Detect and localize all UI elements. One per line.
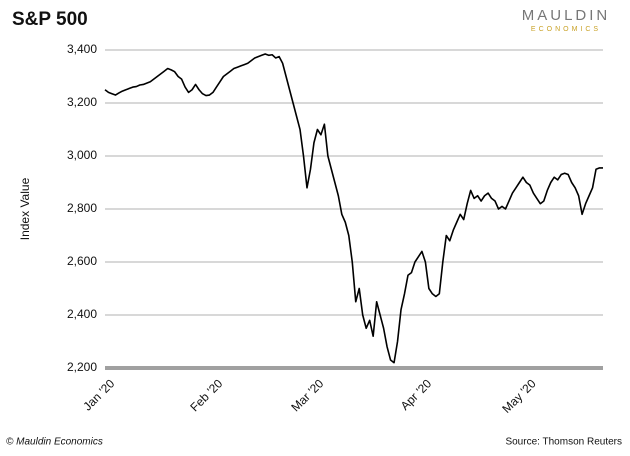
x-tick-label: Feb '20	[187, 376, 225, 414]
y-tick-label: 2,600	[67, 254, 97, 268]
x-tick-label: Apr '20	[398, 376, 435, 413]
y-tick-label: 3,400	[67, 42, 97, 56]
y-tick-label: 2,400	[67, 307, 97, 321]
x-tick-label: Jan '20	[80, 376, 117, 413]
logo-name: MAULDIN	[522, 7, 611, 24]
y-axis-label: Index Value	[18, 177, 32, 240]
footer-left: © Mauldin Economics	[6, 437, 103, 448]
y-tick-label: 2,800	[67, 201, 97, 215]
x-tick-label: May '20	[499, 376, 539, 416]
logo-sub: ECONOMICS	[531, 26, 601, 33]
y-tick-label: 2,200	[67, 360, 97, 374]
y-tick-label: 3,200	[67, 95, 97, 109]
index-line	[104, 53, 603, 364]
y-tick-label: 3,000	[67, 148, 97, 162]
x-tick-label: Mar '20	[288, 376, 326, 414]
chart-title: S&P 500	[12, 9, 88, 30]
footer-right: Source: Thomson Reuters	[505, 437, 622, 448]
